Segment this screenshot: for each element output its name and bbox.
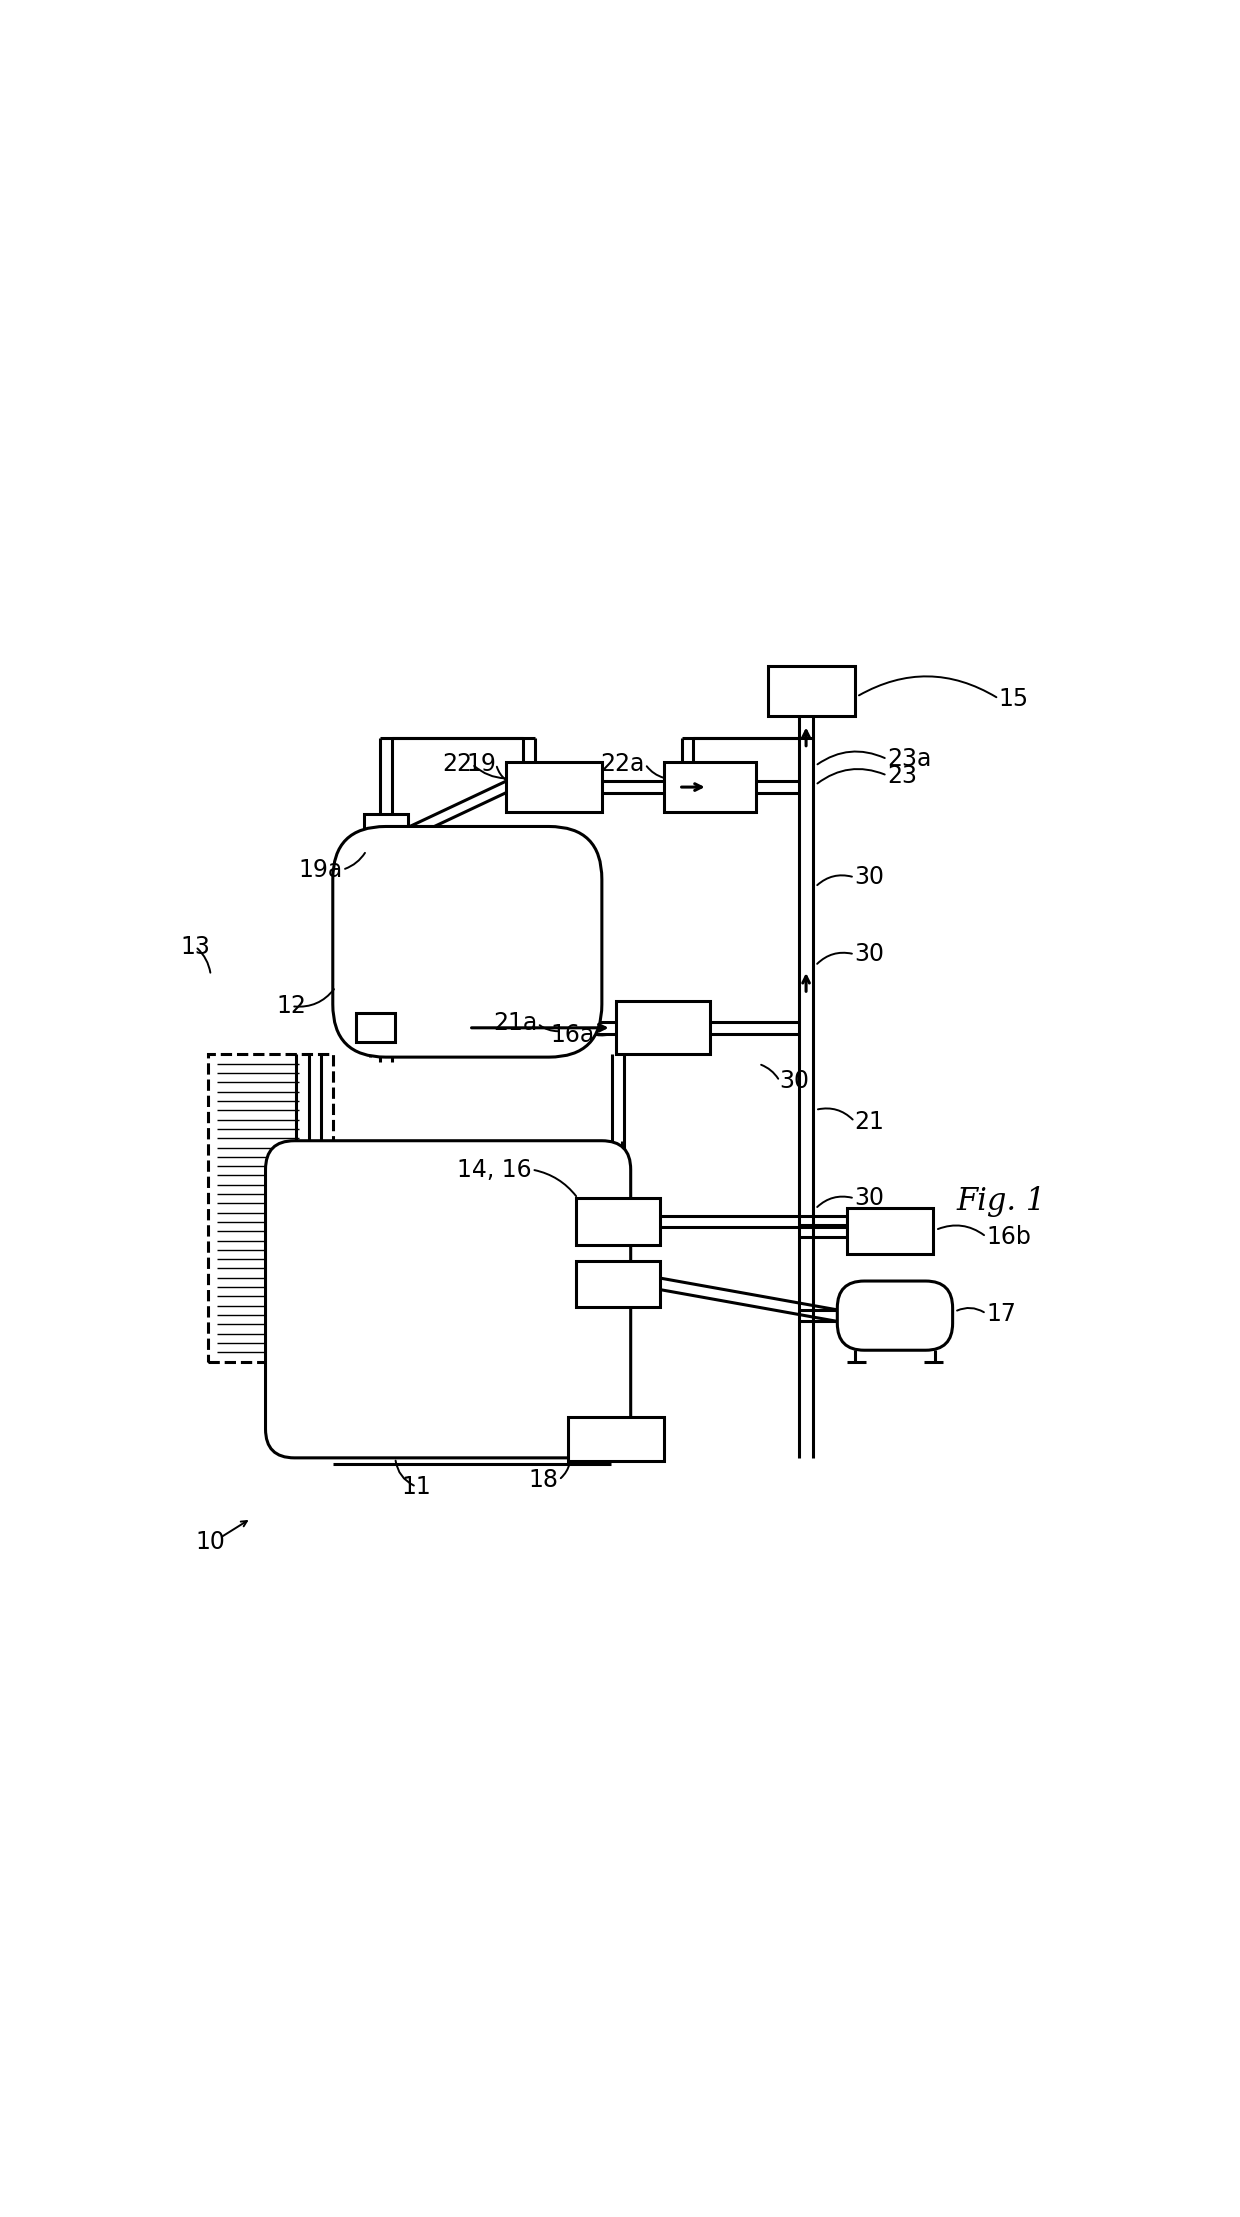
FancyBboxPatch shape (506, 763, 601, 811)
Text: 22a: 22a (600, 752, 645, 776)
Text: 30: 30 (780, 1069, 810, 1093)
Text: 30: 30 (854, 1186, 884, 1210)
FancyBboxPatch shape (575, 1199, 661, 1244)
FancyBboxPatch shape (837, 1281, 952, 1350)
FancyBboxPatch shape (332, 827, 601, 1058)
Text: 16b: 16b (986, 1224, 1032, 1248)
Text: Fig. 1: Fig. 1 (956, 1186, 1045, 1217)
Text: 22: 22 (443, 752, 472, 776)
Text: 16a: 16a (551, 1022, 595, 1046)
Text: 17: 17 (986, 1301, 1016, 1326)
Text: 11: 11 (402, 1474, 432, 1499)
FancyBboxPatch shape (265, 1142, 631, 1459)
Text: 21: 21 (854, 1108, 884, 1133)
Text: 21a: 21a (494, 1011, 537, 1035)
Text: 23: 23 (888, 763, 918, 787)
Text: 10: 10 (196, 1530, 226, 1554)
Text: 30: 30 (854, 942, 884, 967)
FancyBboxPatch shape (665, 763, 755, 811)
Text: 15: 15 (998, 687, 1029, 712)
FancyBboxPatch shape (208, 1055, 332, 1361)
Text: 14, 16: 14, 16 (458, 1157, 532, 1182)
Text: 30: 30 (854, 865, 884, 889)
FancyBboxPatch shape (616, 1002, 711, 1055)
FancyBboxPatch shape (768, 665, 854, 716)
Text: 19: 19 (466, 752, 496, 776)
Text: 13: 13 (181, 936, 211, 958)
FancyBboxPatch shape (356, 1013, 394, 1042)
Text: 19a: 19a (298, 858, 342, 882)
FancyBboxPatch shape (575, 1261, 661, 1308)
FancyBboxPatch shape (365, 814, 408, 851)
FancyBboxPatch shape (568, 1417, 665, 1461)
Text: 18: 18 (528, 1468, 558, 1492)
FancyBboxPatch shape (847, 1208, 934, 1255)
Text: 12: 12 (277, 993, 306, 1018)
Text: 23a: 23a (888, 747, 931, 772)
